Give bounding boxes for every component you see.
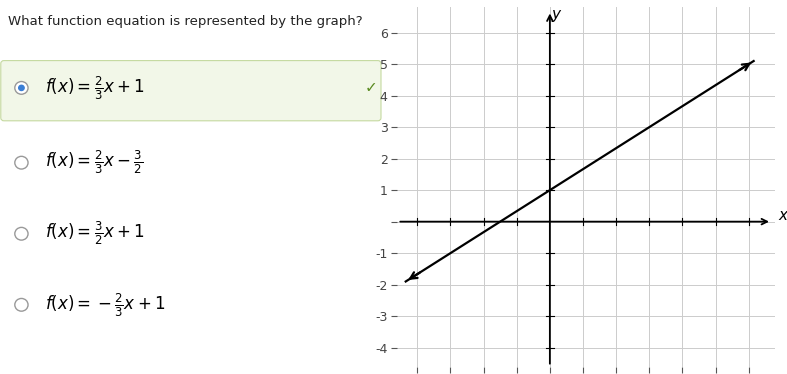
Circle shape: [19, 85, 24, 91]
Circle shape: [15, 298, 28, 311]
FancyBboxPatch shape: [1, 61, 381, 121]
Text: ✓: ✓: [365, 80, 378, 95]
Text: $f(x)=\frac{3}{2}x+1$: $f(x)=\frac{3}{2}x+1$: [45, 220, 145, 248]
Text: y: y: [552, 7, 560, 22]
Text: $f(x)=-\frac{2}{3}x+1$: $f(x)=-\frac{2}{3}x+1$: [45, 291, 165, 319]
Text: $f(x)=\frac{2}{3}x-\frac{3}{2}$: $f(x)=\frac{2}{3}x-\frac{3}{2}$: [45, 149, 143, 177]
Text: x: x: [778, 208, 787, 224]
Circle shape: [15, 156, 28, 169]
Circle shape: [15, 82, 28, 94]
Text: What function equation is represented by the graph?: What function equation is represented by…: [8, 15, 363, 28]
Text: $f(x)=\frac{2}{3}x+1$: $f(x)=\frac{2}{3}x+1$: [45, 74, 145, 102]
Circle shape: [15, 227, 28, 240]
